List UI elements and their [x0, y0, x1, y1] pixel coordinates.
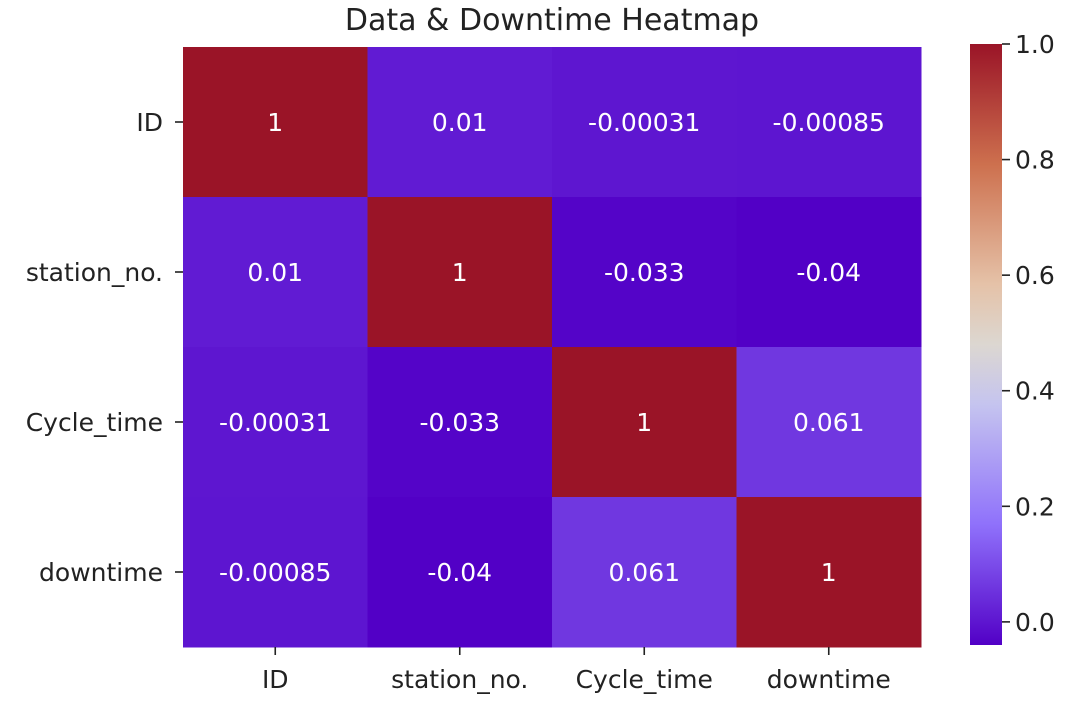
colorbar-tick-label: 0.2 [1015, 492, 1055, 521]
x-tick-label: station_no. [391, 665, 528, 694]
colorbar-tick-label: 1.0 [1015, 30, 1055, 59]
cell-value-label: -0.00031 [219, 408, 331, 437]
heatmap-cell [367, 197, 553, 348]
cell-value-label: -0.00085 [219, 558, 331, 587]
colorbar-tick-label: 0.4 [1015, 377, 1055, 406]
heatmap-cells [183, 47, 922, 648]
heatmap-cell [183, 197, 368, 348]
colorbar: 0.0 0.2 0.4 0.6 0.8 1.0 [970, 30, 1055, 645]
cell-value-label: 0.01 [247, 258, 303, 287]
cell-value-label: 1 [452, 258, 468, 287]
heatmap-cell [552, 497, 737, 648]
heatmap-cell [736, 47, 922, 198]
cell-value-label: 0.061 [608, 558, 680, 587]
colorbar-gradient [970, 44, 1002, 645]
colorbar-tick-label: 0.6 [1015, 261, 1055, 290]
heatmap-cell [736, 347, 922, 498]
cell-value-label: -0.00031 [588, 108, 700, 137]
y-tick-label: ID [136, 108, 163, 137]
heatmap-cell [183, 347, 368, 498]
y-tick-label: station_no. [26, 258, 163, 287]
x-axis: ID station_no. Cycle_time downtime [262, 647, 891, 694]
heatmap-cell [183, 497, 368, 648]
y-tick-label: downtime [39, 558, 163, 587]
y-tick-label: Cycle_time [26, 408, 163, 437]
heatmap-cell [367, 47, 553, 198]
cell-value-label: 1 [636, 408, 652, 437]
heatmap-cell-labels: 1 0.01 -0.00031 -0.00085 0.01 1 -0.033 -0.04 -0.… [219, 108, 885, 587]
heatmap-cell [736, 497, 922, 648]
colorbar-tick-label: 0.8 [1015, 146, 1055, 175]
cell-value-label: -0.04 [796, 258, 861, 287]
y-axis: ID station_no. Cycle_time downtime [26, 108, 183, 587]
x-tick-label: ID [262, 665, 289, 694]
cell-value-label: 0.061 [793, 408, 865, 437]
cell-value-label: -0.033 [604, 258, 685, 287]
cell-value-label: 1 [821, 558, 837, 587]
heatmap-cell [183, 47, 368, 198]
heatmap-cell [367, 497, 553, 648]
x-tick-label: Cycle_time [576, 665, 713, 694]
x-tick-label: downtime [767, 665, 891, 694]
colorbar-tick-label: 0.0 [1015, 608, 1055, 637]
heatmap-cell [367, 347, 553, 498]
heatmap-cell [552, 347, 737, 498]
heatmap-cell [736, 197, 922, 348]
heatmap-cell [552, 197, 737, 348]
cell-value-label: 1 [267, 108, 283, 137]
cell-value-label: -0.033 [419, 408, 500, 437]
chart-title: Data & Downtime Heatmap [345, 3, 759, 38]
cell-value-label: -0.00085 [773, 108, 885, 137]
heatmap-cell [552, 47, 737, 198]
cell-value-label: -0.04 [427, 558, 492, 587]
cell-value-label: 0.01 [432, 108, 488, 137]
